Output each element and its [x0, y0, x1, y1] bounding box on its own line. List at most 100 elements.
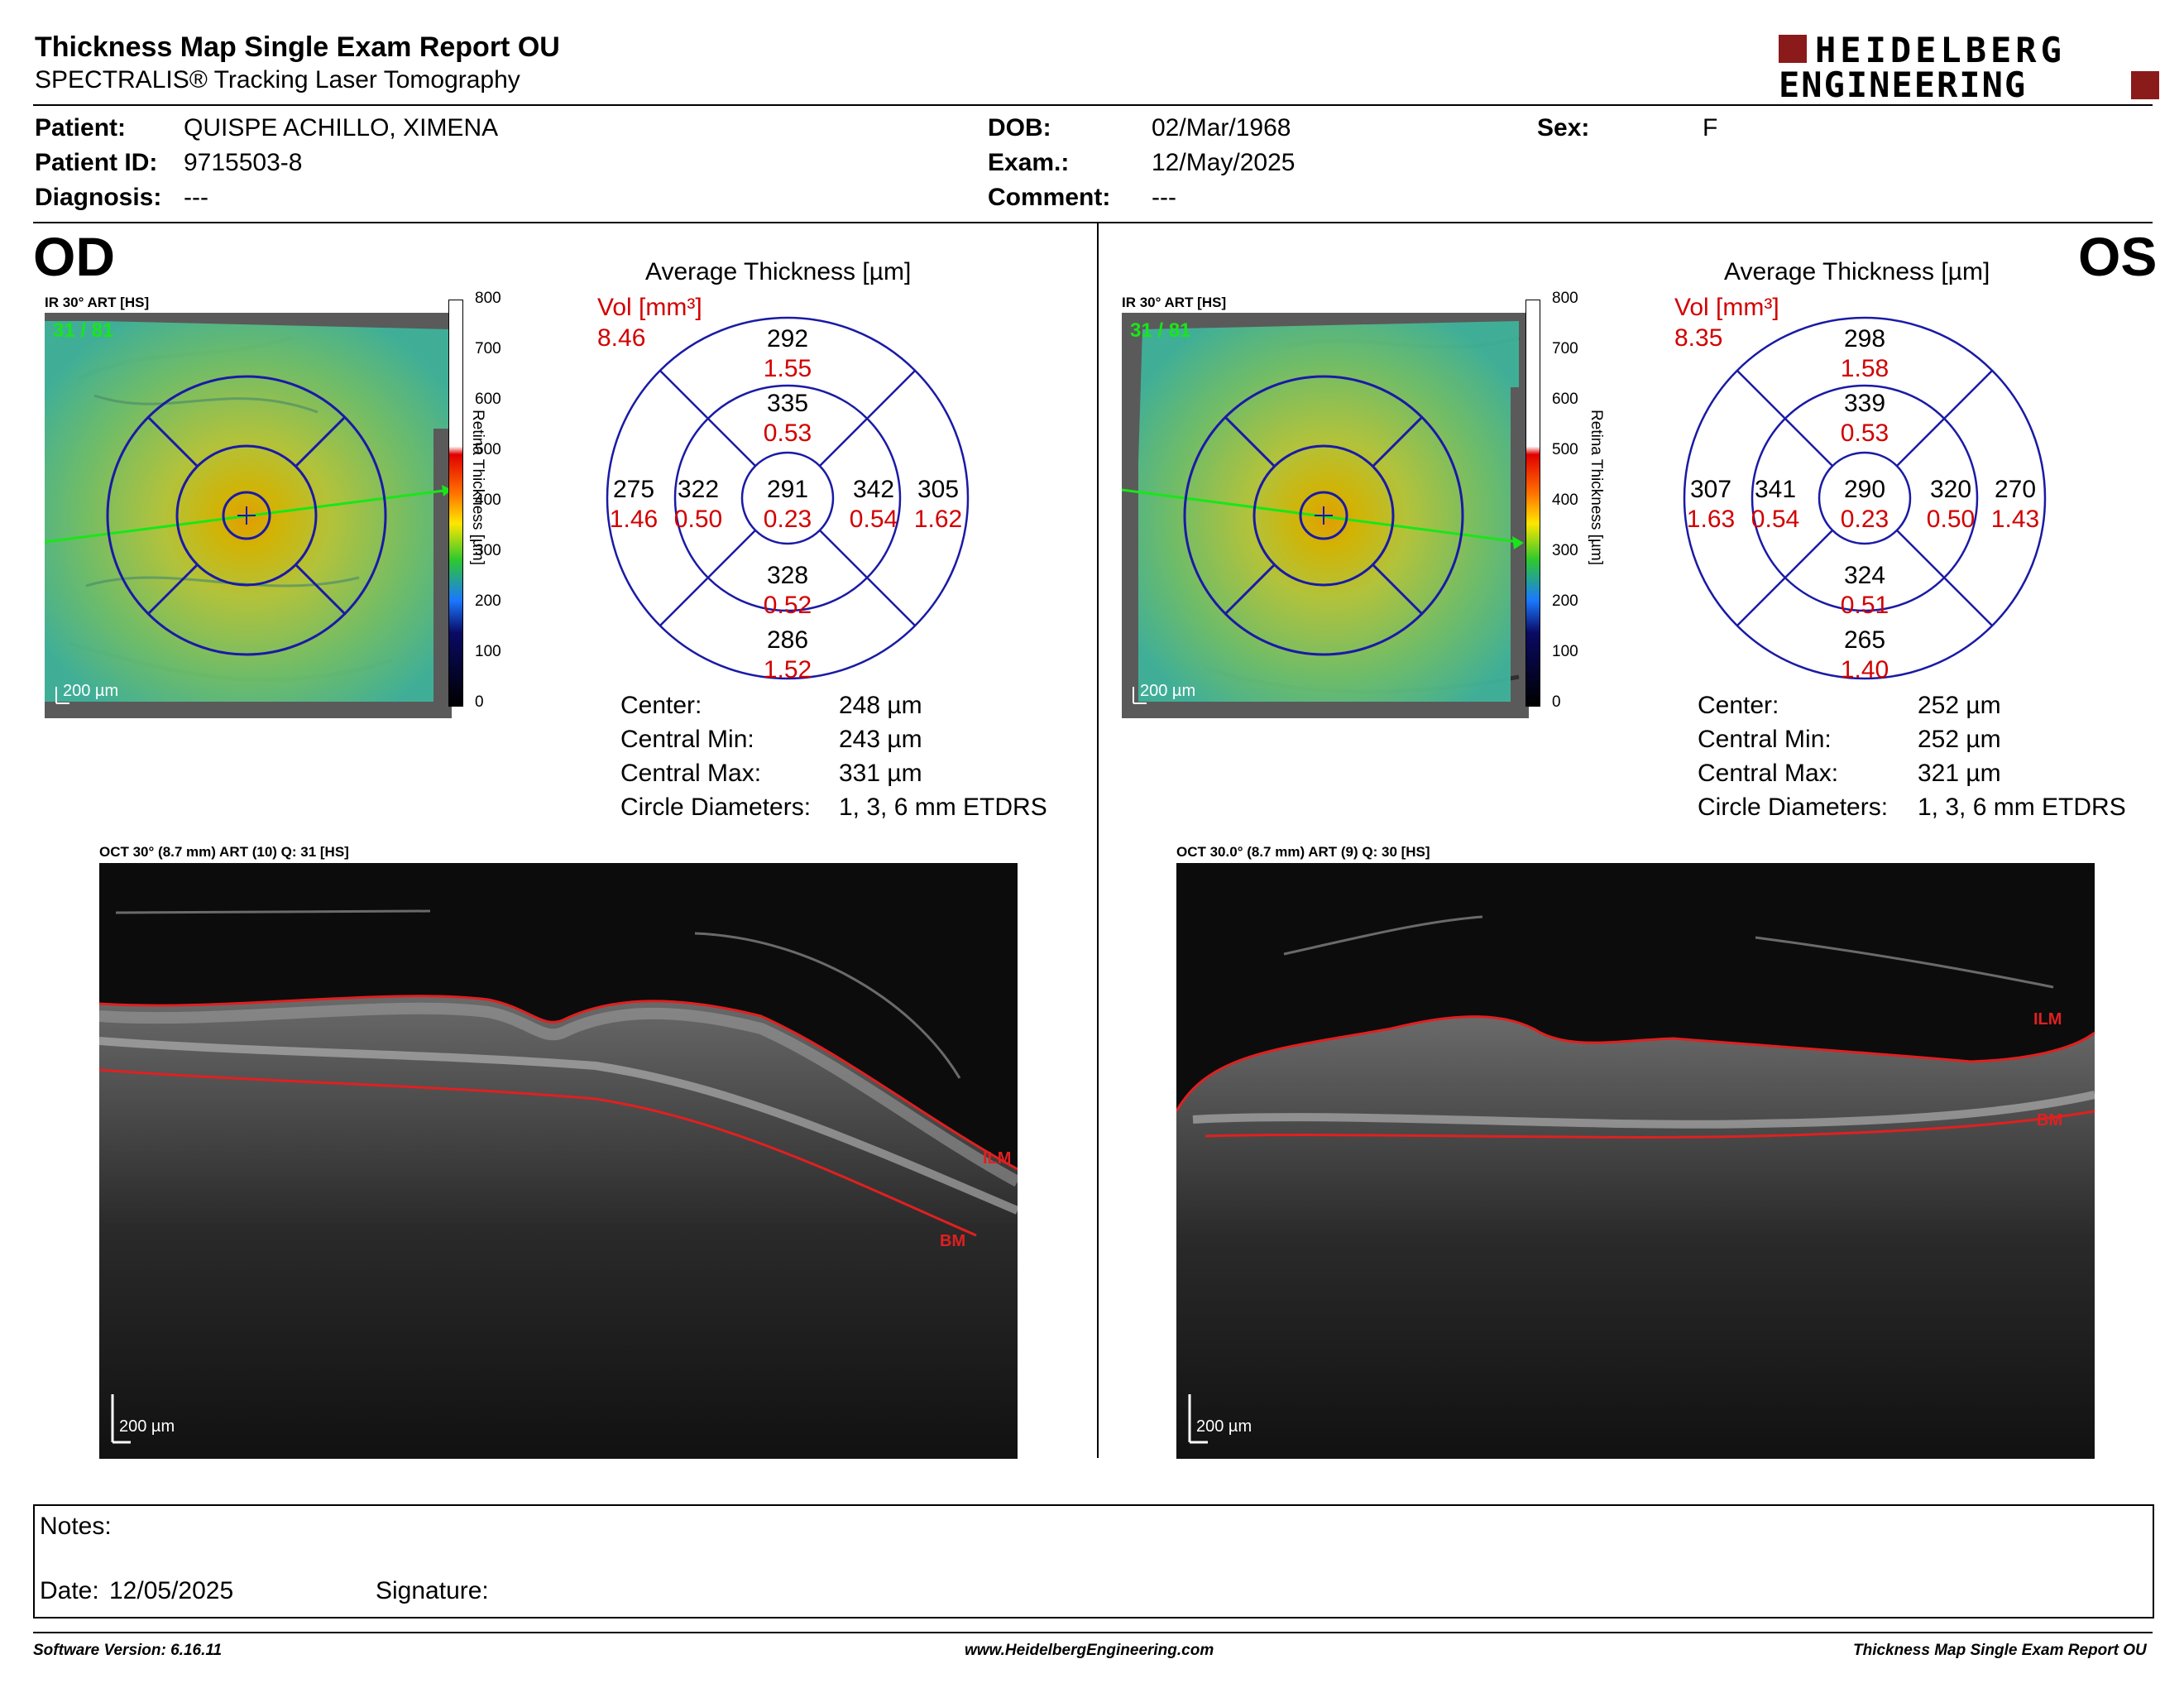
heidelberg-logo: HEIDELBERG ENGINEERING — [1779, 30, 2159, 105]
od-tick: 400 — [475, 492, 501, 509]
od-eye-label: OD — [33, 226, 115, 287]
os-tick: 400 — [1552, 492, 1578, 509]
os-tick: 700 — [1552, 340, 1578, 357]
patient-label: Patient: — [35, 114, 127, 141]
os-eye-label: OS — [2078, 226, 2158, 287]
od-inner-superior-thickness: 335 — [767, 390, 808, 417]
os-tick: 800 — [1552, 290, 1578, 307]
od-tick: 500 — [475, 441, 501, 458]
os-scale-bar-gradient — [1525, 300, 1540, 707]
od-inner-temporal-volume: 0.54 — [850, 506, 898, 533]
sex-label: Sex: — [1537, 114, 1590, 141]
report-subtitle: SPECTRALIS® Tracking Laser Tomography — [35, 66, 520, 94]
os-scale-title: Retina Thickness [µm] — [1588, 410, 1605, 565]
od-stat-label: Circle Diameters: — [620, 794, 812, 821]
sex-value: F — [1703, 114, 1718, 141]
exam-value: 12/May/2025 — [1152, 149, 1296, 176]
od-vol-total: 8.46 — [597, 324, 646, 352]
od-tick: 0 — [475, 693, 484, 711]
od-stat-value: 248 µm — [839, 692, 922, 719]
os-scale-ticks: 800 700 600 500 400 300 200 100 0 — [1540, 290, 1590, 720]
od-oct-scale-bar: 200 µm — [119, 1417, 175, 1436]
od-scale-bar-gradient — [448, 300, 463, 707]
os-fundus-scale-bar: 200 µm — [1140, 682, 1196, 700]
od-fundus-scale-bar: 200 µm — [63, 682, 119, 700]
os-center-volume: 0.23 — [1841, 506, 1889, 533]
os-image-title: IR 30° ART [HS] — [1122, 295, 1227, 310]
diagnosis-value: --- — [184, 184, 208, 211]
dob-value: 02/Mar/1968 — [1152, 114, 1291, 141]
comment-value: --- — [1152, 184, 1176, 211]
os-inner-inferior-thickness: 324 — [1844, 562, 1885, 589]
od-inner-nasal-volume: 0.50 — [674, 506, 722, 533]
os-inner-inferior-volume: 0.51 — [1841, 592, 1889, 619]
os-oct-title: OCT 30.0° (8.7 mm) ART (9) Q: 30 [HS] — [1176, 844, 1430, 860]
od-tick: 700 — [475, 340, 501, 357]
os-stat-label: Center: — [1698, 692, 1779, 719]
od-outer-nasal-volume: 1.46 — [610, 506, 658, 533]
os-outer-superior-volume: 1.58 — [1841, 355, 1889, 382]
os-inner-temporal-volume: 0.50 — [1927, 506, 1975, 533]
os-tick: 200 — [1552, 592, 1578, 610]
od-outer-temporal-volume: 1.62 — [914, 506, 962, 533]
os-tick: 300 — [1552, 542, 1578, 559]
os-stat-label: Central Max: — [1698, 760, 1839, 787]
os-stat-value: 252 µm — [1918, 726, 2001, 753]
od-tick: 200 — [475, 592, 501, 610]
od-etdrs-grid: 292 1.55 335 0.53 275 1.46 322 0.50 291 … — [606, 316, 970, 680]
os-avg-title: Average Thickness [µm] — [1724, 258, 1990, 285]
od-outer-temporal-thickness: 305 — [917, 476, 959, 503]
signature-label: Signature: — [376, 1577, 489, 1604]
od-frame-counter: 31 / 81 — [53, 319, 114, 342]
od-stat-label: Center: — [620, 692, 702, 719]
os-tick: 500 — [1552, 441, 1578, 458]
os-fundus-image: 31 / 81 200 µm — [1122, 313, 1529, 718]
exam-label: Exam.: — [988, 149, 1070, 176]
os-stat-label: Central Min: — [1698, 726, 1832, 753]
od-inner-inferior-thickness: 328 — [767, 562, 808, 589]
od-outer-superior-thickness: 292 — [767, 325, 808, 352]
od-stat-value: 243 µm — [839, 726, 922, 753]
os-outer-inferior-thickness: 265 — [1844, 626, 1885, 654]
od-tick: 100 — [475, 643, 501, 660]
os-ilm-label: ILM — [2033, 1010, 2062, 1029]
od-stat-value: 1, 3, 6 mm ETDRS — [839, 794, 1047, 821]
os-inner-superior-volume: 0.53 — [1841, 420, 1889, 447]
footer-website: www.HeidelbergEngineering.com — [965, 1642, 1214, 1659]
os-tick: 0 — [1552, 693, 1561, 711]
report-title: Thickness Map Single Exam Report OU — [35, 31, 560, 63]
od-scale-title: Retina Thickness [µm] — [469, 410, 486, 565]
footer-report-name: Thickness Map Single Exam Report OU — [1853, 1642, 2147, 1659]
os-inner-nasal-volume: 0.54 — [1751, 506, 1799, 533]
os-outer-temporal-volume: 1.43 — [1991, 506, 2039, 533]
od-stat-label: Central Min: — [620, 726, 754, 753]
os-inner-temporal-thickness: 320 — [1930, 476, 1971, 503]
os-outer-temporal-thickness: 270 — [1995, 476, 2036, 503]
od-center-thickness: 291 — [767, 476, 808, 503]
os-etdrs-grid: 298 1.58 339 0.53 307 1.63 341 0.54 290 … — [1683, 316, 2047, 680]
os-stat-value: 1, 3, 6 mm ETDRS — [1918, 794, 2126, 821]
diagnosis-label: Diagnosis: — [35, 184, 162, 211]
os-vol-total: 8.35 — [1674, 324, 1723, 352]
os-outer-nasal-volume: 1.63 — [1687, 506, 1735, 533]
od-oct-title: OCT 30° (8.7 mm) ART (10) Q: 31 [HS] — [99, 844, 349, 860]
logo-line1: HEIDELBERG — [1815, 30, 2066, 70]
date-label: Date: — [40, 1577, 99, 1604]
os-stat-value: 321 µm — [1918, 760, 2001, 787]
od-outer-inferior-volume: 1.52 — [764, 656, 812, 680]
od-oct-bscan: ILM BM 200 µm — [99, 863, 1018, 1459]
notes-box: Notes: Date: 12/05/2025 Signature: — [33, 1504, 2154, 1618]
od-vol-label: Vol [mm³] — [597, 294, 702, 321]
os-outer-nasal-thickness: 307 — [1690, 476, 1731, 503]
od-tick: 300 — [475, 542, 501, 559]
patient-name: QUISPE ACHILLO, XIMENA — [184, 114, 499, 141]
comment-label: Comment: — [988, 184, 1111, 211]
logo-line2: ENGINEERING — [1779, 65, 2028, 105]
od-fundus-image: 31 / 81 200 µm — [45, 313, 452, 718]
od-inner-temporal-thickness: 342 — [853, 476, 894, 503]
od-inner-superior-volume: 0.53 — [764, 420, 812, 447]
os-inner-superior-thickness: 339 — [1844, 390, 1885, 417]
os-bm-label: BM — [2037, 1111, 2063, 1129]
os-tick: 600 — [1552, 391, 1578, 408]
od-outer-superior-volume: 1.55 — [764, 355, 812, 382]
